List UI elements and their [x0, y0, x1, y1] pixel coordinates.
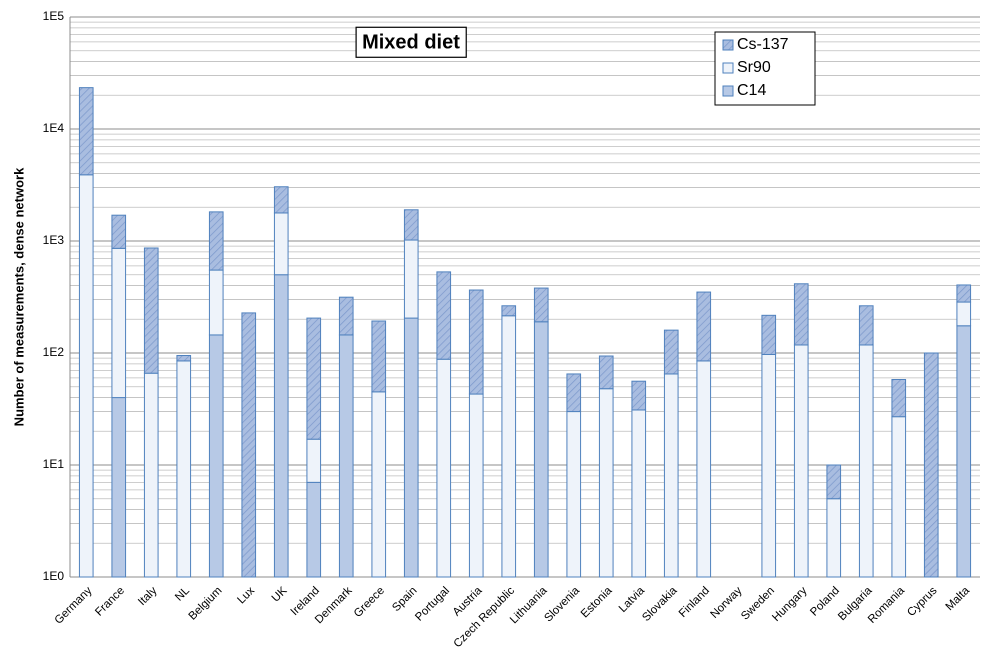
bar-segment	[371, 391, 387, 578]
x-tick-label: Slovenia	[542, 584, 582, 624]
bar-segment	[176, 360, 192, 578]
bar-segment	[598, 388, 614, 578]
bar-segment	[793, 344, 809, 578]
bar-segment	[566, 411, 582, 578]
x-tick-label: Cyprus	[905, 585, 939, 619]
bar-segment	[696, 360, 712, 578]
bar-segment	[468, 393, 484, 578]
x-tick-label: UK	[270, 585, 290, 605]
bar-segment	[891, 378, 907, 418]
bar-segment	[891, 416, 907, 578]
x-tick-label: Portugal	[413, 585, 452, 624]
legend-swatch	[722, 39, 734, 51]
bar-segment	[371, 320, 387, 393]
title-box	[355, 26, 467, 58]
bar-segment	[338, 296, 354, 336]
bar-segment	[143, 247, 159, 374]
bar-segment	[956, 284, 972, 303]
bar-segment	[403, 239, 419, 319]
bar-segment	[436, 271, 452, 360]
bar-segment	[533, 287, 549, 323]
x-tick-label: Belgium	[187, 585, 225, 623]
bar-segment	[111, 247, 127, 399]
x-tick-label: Germany	[53, 585, 95, 627]
x-tick-label: Hungary	[770, 585, 809, 624]
bar-segment	[826, 464, 842, 500]
bar-segment	[956, 301, 972, 327]
bar-segment	[111, 214, 127, 249]
chart-title: Mixed diet	[362, 31, 460, 53]
bar-segment	[403, 209, 419, 241]
x-tick-label: France	[93, 585, 127, 619]
bar-segment	[631, 409, 647, 578]
y-axis-label: Number of measurements, dense network	[11, 167, 26, 426]
bar-segment	[858, 305, 874, 346]
legend-swatch	[722, 85, 734, 97]
x-tick-label: Estonia	[579, 584, 615, 620]
bar-segment	[306, 317, 322, 440]
bar-segment	[663, 373, 679, 578]
x-tick-label: Slovakia	[640, 584, 680, 624]
bar-segment	[793, 283, 809, 346]
legend-label: Sr90	[737, 59, 771, 76]
legend-swatch	[722, 62, 734, 74]
y-tick-label: 1E5	[43, 9, 65, 23]
bar-segment	[306, 438, 322, 483]
x-tick-label: Malta	[944, 584, 973, 613]
bar-segment	[566, 373, 582, 413]
bar-segment	[338, 334, 354, 578]
bar-segment	[436, 358, 452, 578]
x-tick-label: Greece	[352, 585, 387, 620]
bar-segment	[208, 211, 224, 271]
bar-segment	[468, 289, 484, 395]
x-tick-label: Latvia	[617, 584, 648, 615]
legend-label: Cs-137	[737, 36, 789, 53]
y-tick-label: 1E0	[43, 569, 65, 583]
bar-segment	[533, 321, 549, 578]
bar-segment	[78, 174, 94, 578]
x-tick-label: Lux	[235, 585, 257, 607]
bar-segment	[143, 372, 159, 578]
bar-segment	[858, 344, 874, 578]
legend: Cs-137 Sr90 C14	[714, 31, 816, 106]
y-tick-label: 1E4	[43, 121, 65, 135]
bar-segment	[761, 314, 777, 355]
bar-segment	[241, 312, 257, 578]
bar-segment	[273, 212, 289, 276]
x-tick-label: NL	[173, 584, 192, 603]
bar-segment	[208, 334, 224, 578]
bar-segment	[306, 481, 322, 578]
y-tick-label: 1E3	[43, 233, 65, 247]
x-tick-label: Finland	[677, 585, 712, 620]
bar-segment	[111, 397, 127, 578]
bar-segment	[923, 352, 939, 578]
y-tick-label: 1E1	[43, 457, 65, 471]
legend-label: C14	[737, 82, 766, 99]
bar-segment	[273, 274, 289, 578]
bar-segment	[761, 353, 777, 578]
bar-segment	[501, 315, 517, 578]
bar-segment	[598, 355, 614, 390]
bar-segment	[826, 498, 842, 578]
x-tick-label: Italy	[136, 585, 160, 609]
bar-segment	[631, 380, 647, 411]
bar-segment	[956, 325, 972, 578]
bar-segment	[663, 329, 679, 375]
bar-segment	[501, 305, 517, 317]
bar-segment	[696, 291, 712, 362]
bar-segment	[208, 269, 224, 336]
bar-segment	[78, 87, 94, 176]
bar-segment	[273, 186, 289, 214]
x-tick-label: Romania	[866, 584, 907, 625]
y-tick-label: 1E2	[43, 345, 65, 359]
bar-segment	[176, 354, 192, 362]
x-tick-label: Spain	[390, 585, 419, 614]
bar-segment	[403, 317, 419, 578]
